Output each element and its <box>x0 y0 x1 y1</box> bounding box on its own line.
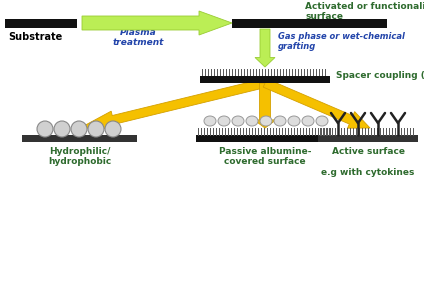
Bar <box>196 135 334 142</box>
Bar <box>22 135 137 142</box>
Ellipse shape <box>302 116 314 126</box>
Polygon shape <box>80 79 266 129</box>
Ellipse shape <box>288 116 300 126</box>
Ellipse shape <box>246 116 258 126</box>
Text: Substrate: Substrate <box>8 32 62 42</box>
Bar <box>5 19 77 28</box>
Ellipse shape <box>232 116 244 126</box>
Text: Plasma
treatment: Plasma treatment <box>112 28 164 47</box>
Text: Spacer coupling (if required): Spacer coupling (if required) <box>336 72 424 81</box>
Polygon shape <box>254 83 276 128</box>
Ellipse shape <box>274 116 286 126</box>
Ellipse shape <box>260 116 272 126</box>
Bar <box>200 76 330 83</box>
Ellipse shape <box>204 116 216 126</box>
Circle shape <box>71 121 87 137</box>
Bar <box>232 19 387 28</box>
Polygon shape <box>82 11 232 35</box>
Text: Passive albumine-
covered surface: Passive albumine- covered surface <box>219 147 311 166</box>
Ellipse shape <box>316 116 328 126</box>
Ellipse shape <box>218 116 230 126</box>
Circle shape <box>54 121 70 137</box>
Circle shape <box>105 121 121 137</box>
Polygon shape <box>263 79 370 128</box>
Bar <box>318 135 418 142</box>
Text: Active surface

e.g with cytokines: Active surface e.g with cytokines <box>321 147 415 177</box>
Text: Gas phase or wet-chemical
grafting: Gas phase or wet-chemical grafting <box>278 32 405 51</box>
Circle shape <box>88 121 104 137</box>
Text: Activated or functionalized
surface: Activated or functionalized surface <box>305 2 424 21</box>
Circle shape <box>37 121 53 137</box>
Text: Hydrophilic/
hydrophobic: Hydrophilic/ hydrophobic <box>48 147 112 166</box>
Polygon shape <box>255 29 275 67</box>
